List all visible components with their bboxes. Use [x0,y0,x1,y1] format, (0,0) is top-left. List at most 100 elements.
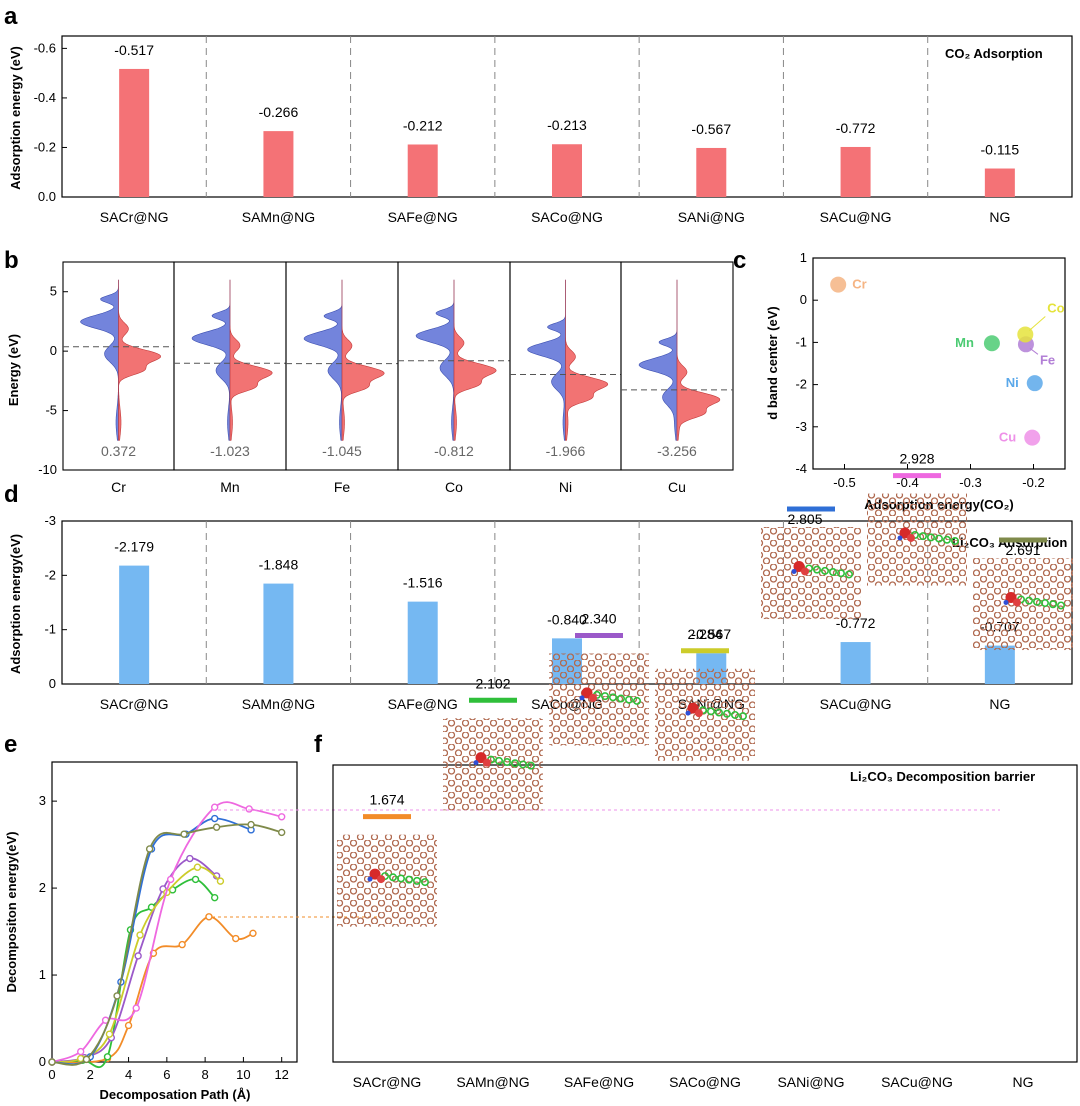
panel-a-bars: -0.517 SACr@NG -0.266 SAMn@NG -0.212 SAFe@NG -… [100,42,1020,225]
series-point [277,813,286,821]
molecule-atom [388,873,397,882]
series-point [277,828,286,837]
series-line [51,801,282,1063]
molecule-atom [934,534,943,543]
series-line [51,915,254,1064]
x-tick-label: 10 [236,1067,250,1082]
d-band-center-value: -3.256 [657,443,697,459]
molecule-atom [632,696,641,705]
scatter-point [830,276,847,293]
category-label: SAMn@NG [242,209,315,225]
bar [407,601,438,684]
molecule-nitrogen [897,535,903,541]
panel-b-label: b [4,247,19,274]
dos-panel: -3.256 Cu [620,261,734,495]
series-point [132,1004,140,1012]
series-point [210,814,219,823]
panel-d-y-ticks: 0 -1 -2 -3 [44,513,67,691]
dos-spin-down-area [676,279,721,441]
molecule-atom [722,709,731,718]
panel-d-ylabel: Adsorption energy(eV) [8,534,23,674]
d-band-center-value: -1.023 [210,443,250,459]
d-band-center-value: -0.812 [434,443,474,459]
molecule-atom [412,876,421,885]
barrier-item: 2.805 SANi@NG [761,506,861,1090]
bar-value-label: -2.179 [114,539,154,555]
molecule-atom [706,707,715,716]
category-label: SACu@NG [881,1074,953,1090]
series-point [193,863,202,871]
molecule-oxygen [483,758,491,767]
panel-f-label: f [314,731,323,758]
y-tick-label: 0 [800,292,807,307]
molecule-atom [420,878,429,887]
series-point [48,1058,56,1066]
series-point [134,952,142,960]
molecule-atom [1025,596,1034,605]
barrier-item: 2.284 SACo@NG [655,626,755,1090]
category-label: SAFe@NG [388,696,458,712]
molecule-atom [600,692,609,701]
bar-value-label: -1.516 [403,575,443,591]
molecule-atom [1041,599,1050,608]
y-tick-label: -1 [44,622,56,637]
y-tick-label: -2 [795,377,807,392]
panel-b-y-ticks: 5 0 -5 -10 [38,284,68,477]
molecule-oxygen [1013,598,1021,607]
molecule-atom [820,566,829,575]
panel-d-label: d [4,481,19,508]
barrier-item: 2.102 SAMn@NG [443,675,543,1090]
scatter-point [983,335,1000,352]
x-tick-label: 6 [163,1067,170,1082]
y-tick-label: 0.0 [38,189,56,204]
bar [119,68,150,197]
barrier-value-label: 2.102 [475,675,510,691]
dos-spin-down-area [453,279,497,441]
dos-spin-up-area [80,279,119,441]
series-point [210,893,219,902]
series-point [216,877,225,885]
category-label: SANi@NG [777,1074,844,1090]
molecule-atom [494,756,503,765]
category-label: SACr@NG [353,1074,422,1090]
series-line [51,857,218,1063]
scatter-point-label: Ni [1006,375,1019,390]
y-tick-label: -4 [795,461,807,476]
category-label: SACu@NG [820,696,892,712]
molecule-atom [624,695,633,704]
series-point [166,875,175,884]
category-label: SACu@NG [820,209,892,225]
series-point [249,929,257,938]
series [48,854,221,1066]
barrier-value-label: 2.691 [1005,542,1040,558]
molecule-atom [1057,601,1066,610]
y-tick-label: -3 [44,513,56,528]
molecule-atom [714,708,723,717]
dos-panel: 0.372 Cr [62,261,175,495]
molecule-nitrogen [791,568,797,574]
bar-value-label: -0.840 [547,611,587,627]
series-point [247,820,255,829]
d-band-center-value: -1.045 [322,443,362,459]
y-tick-label: 3 [39,793,46,808]
molecule-atom [616,694,625,703]
molecule-oxygen [589,693,597,702]
molecule-oxygen [907,533,915,542]
x-tick-label: 12 [274,1067,288,1082]
x-tick-label: -0.4 [896,475,918,490]
scatter-label-leader [1029,347,1039,355]
bar-value-label: -0.115 [981,142,1020,158]
category-label: SACr@NG [100,696,169,712]
series-point [210,803,219,811]
bar [119,565,150,684]
x-tick-label: 0 [48,1067,55,1082]
panel-c-ticks: -0.5 -0.4 -0.3 -0.2 1 0 -1 -2 -3 -4 [795,250,1044,490]
scatter-point-label: Cr [852,277,866,292]
element-label: Co [445,479,463,495]
molecule-nitrogen [1003,599,1009,605]
category-label: SAFe@NG [388,209,458,225]
molecule-nitrogen [473,760,479,766]
element-label: Ni [559,479,572,495]
x-tick-label: -0.2 [1022,475,1044,490]
molecule-nitrogen [685,710,691,716]
